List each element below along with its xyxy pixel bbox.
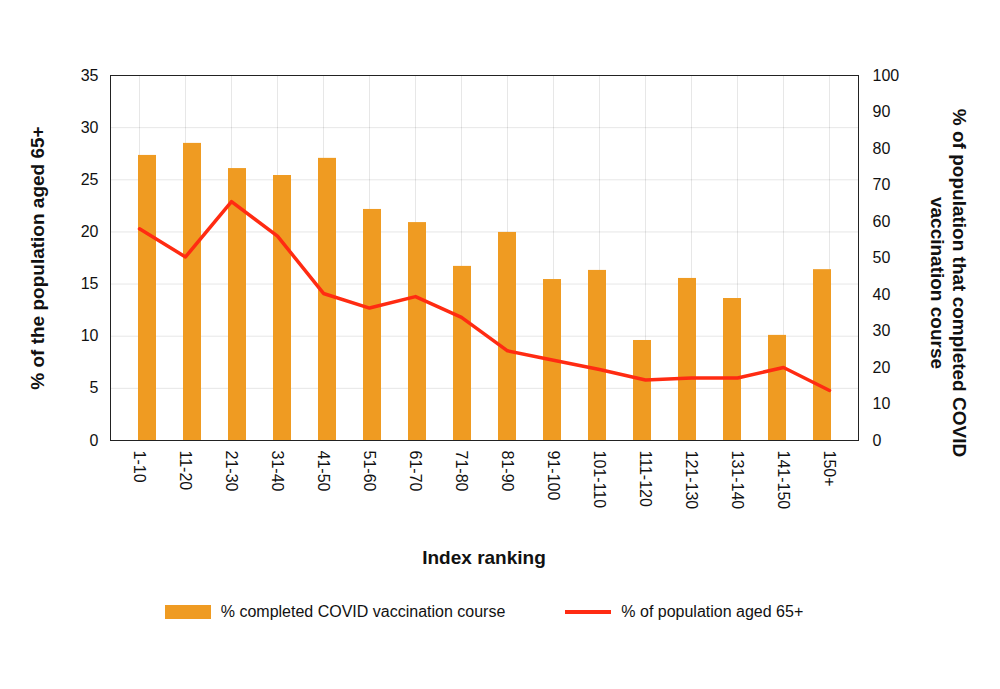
svg-text:141-150: 141-150 [775, 451, 792, 510]
svg-text:131-140: 131-140 [729, 451, 746, 510]
svg-text:150+: 150+ [821, 451, 838, 487]
svg-text:25: 25 [81, 171, 99, 188]
svg-text:10: 10 [81, 327, 99, 344]
svg-text:100: 100 [873, 67, 900, 84]
svg-text:101-110: 101-110 [591, 451, 608, 509]
html-text:% of population that completed: % of population that completed COVID vac… [927, 108, 970, 457]
svg-text:11-20: 11-20 [177, 451, 194, 491]
svg-text:70: 70 [873, 176, 891, 193]
svg-text:40: 40 [873, 286, 891, 303]
svg-text:20: 20 [873, 359, 891, 376]
svg-text:81-90: 81-90 [499, 451, 516, 492]
svg-text:60: 60 [873, 213, 891, 230]
svg-text:30: 30 [81, 119, 99, 136]
svg-text:50: 50 [873, 249, 891, 266]
svg-text:0: 0 [873, 432, 882, 449]
svg-text:51-60: 51-60 [361, 451, 378, 492]
svg-text:31-40: 31-40 [269, 451, 286, 492]
svg-text:121-130: 121-130 [683, 451, 700, 510]
html-text:Index ranking: Index ranking [422, 547, 546, 569]
svg-text:61-70: 61-70 [407, 451, 424, 492]
svg-text:90: 90 [873, 103, 891, 120]
svg-text:111-120: 111-120 [637, 451, 654, 507]
svg-text:41-50: 41-50 [315, 451, 332, 492]
svg-text:21-30: 21-30 [223, 451, 240, 492]
html-text:% completed COVID vaccination: % completed COVID vaccination course [220, 603, 506, 620]
html-text:% of the population aged 65+: % of the population aged 65+ [27, 125, 49, 390]
svg-text:30: 30 [873, 322, 891, 339]
svg-text:10: 10 [873, 395, 891, 412]
svg-text:35: 35 [81, 67, 99, 84]
svg-text:91-100: 91-100 [545, 451, 562, 501]
svg-text:15: 15 [81, 275, 99, 292]
svg-text:71-80: 71-80 [453, 451, 470, 492]
svg-text:20: 20 [81, 223, 99, 240]
svg-text:1-10: 1-10 [131, 451, 148, 483]
svg-text:5: 5 [90, 379, 99, 396]
html-text:% of population aged 65+: % of population aged 65+ [621, 603, 804, 620]
svg-text:80: 80 [873, 140, 891, 157]
svg-text:0: 0 [90, 432, 99, 449]
